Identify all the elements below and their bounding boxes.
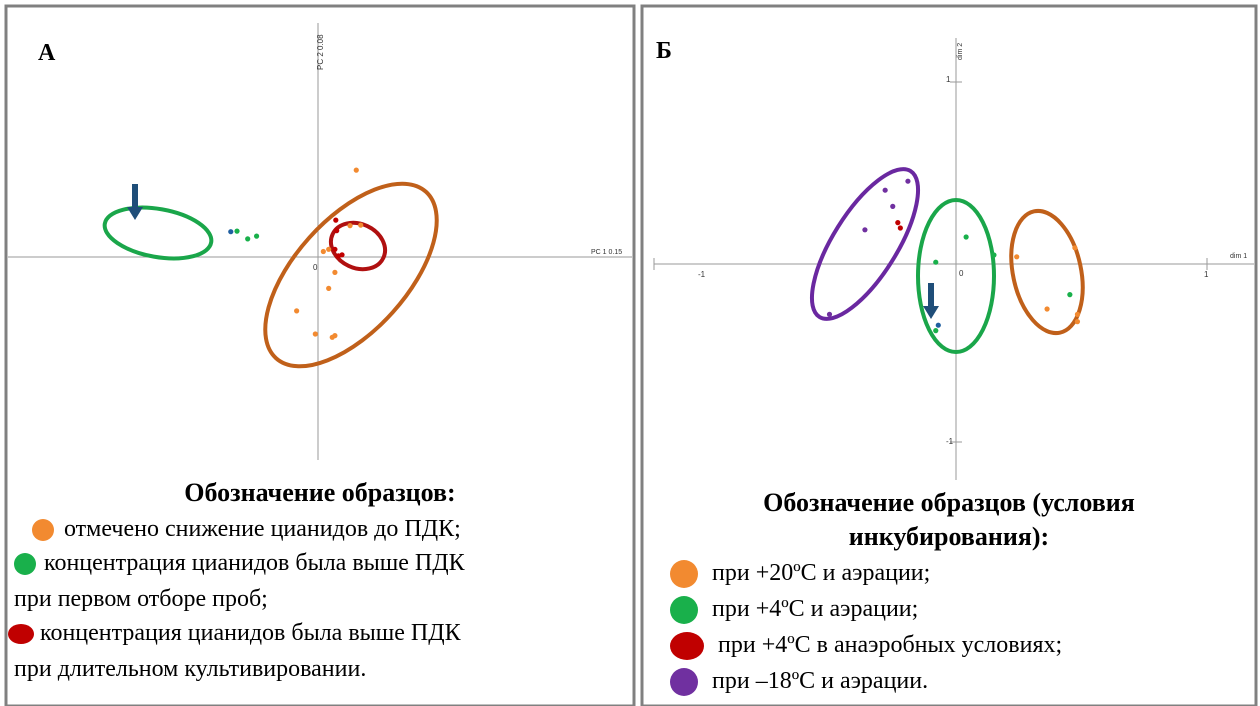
data-point-orange — [1014, 254, 1020, 260]
panel-b-border — [640, 4, 1258, 706]
data-point-orange — [1072, 245, 1078, 251]
axis-label-pc2: PC 2 0.08 — [316, 34, 325, 70]
panel-a-border — [4, 4, 636, 706]
arrow-marker-b — [923, 283, 939, 319]
legend-item-a-red: концентрация цианидов была выше ПДК — [8, 620, 461, 647]
red-dot-icon — [8, 624, 34, 645]
data-point-purple — [905, 178, 911, 184]
panel-title-a: А — [38, 40, 56, 66]
legend-item-b-green: при +4ºС и аэрации; — [670, 596, 918, 625]
data-point-green — [933, 259, 939, 265]
legend-item-b-red: при +4ºС в анаэробных условиях; — [670, 632, 1062, 661]
orange-dot-icon — [32, 519, 54, 542]
data-point-green — [963, 234, 969, 240]
legend-item-b-purple: при –18ºС и аэрации. — [670, 668, 928, 697]
cluster-ellipse-red-a — [328, 220, 388, 272]
data-point-orange — [1074, 311, 1081, 317]
pca-plot-b: -1 1 1 -1 0 dim 2 dim 1 Б — [653, 38, 1254, 480]
legend-item-a-green-cont: при первом отборе проб; — [14, 586, 268, 612]
legend-item-a-orange: отмечено снижение цианидов до ПДК; — [32, 516, 461, 543]
data-point-red — [334, 228, 340, 234]
data-point-orange — [326, 246, 332, 252]
data-point-red — [339, 252, 345, 258]
pca-plot-a: PC 2 0.08 PC 1 0.15 0 А — [8, 23, 632, 460]
data-point-red — [897, 225, 903, 231]
orange-dot-icon — [670, 560, 698, 589]
data-point-purple — [826, 311, 833, 317]
axis-label-pc1: PC 1 0.15 — [591, 249, 622, 256]
data-point-blue — [935, 322, 941, 328]
origin-label-b: 0 — [959, 269, 964, 278]
data-point-orange — [347, 223, 353, 229]
data-point-green — [991, 252, 997, 258]
axis-label-dim2: dim 2 — [957, 43, 964, 60]
data-point-orange — [320, 248, 326, 255]
data-point-purple — [882, 187, 888, 193]
data-point-green — [245, 236, 251, 242]
cluster-ellipse-orange-b — [1009, 208, 1085, 336]
data-point-orange — [329, 334, 335, 340]
tick-y-pos1: 1 — [946, 75, 951, 84]
data-point-orange — [358, 222, 364, 228]
data-point-orange — [1044, 306, 1050, 312]
tick-x-neg1: -1 — [698, 270, 706, 279]
data-point-green — [933, 328, 939, 334]
green-dot-icon — [14, 553, 36, 576]
legend-item-a-green: концентрация цианидов была выше ПДК — [14, 550, 465, 577]
legend-heading-b-line2: инкубирования): — [848, 522, 1050, 551]
data-point-green — [1067, 292, 1073, 298]
points-b — [826, 178, 1081, 334]
cluster-ellipse-orange-a — [263, 181, 439, 369]
data-point-red — [332, 246, 338, 252]
data-point-purple — [890, 203, 896, 209]
cluster-ellipse-green-b — [916, 198, 996, 354]
data-point-orange — [353, 167, 359, 173]
data-point-orange — [332, 269, 338, 275]
arrow-marker-a — [127, 184, 143, 220]
red-dot-icon — [670, 632, 704, 661]
cluster-ellipse-purple-b — [809, 167, 921, 321]
tick-x-pos1: 1 — [1204, 270, 1209, 279]
cluster-ellipse-green-a — [102, 205, 214, 261]
panel-title-b: Б — [656, 38, 672, 64]
green-dot-icon — [670, 596, 698, 625]
tick-y-neg1: -1 — [946, 437, 954, 446]
data-point-red — [333, 217, 339, 223]
legend-item-a-red-cont: при длительном культивировании. — [14, 656, 367, 682]
data-point-blue — [228, 229, 234, 235]
axis-label-dim1: dim 1 — [1230, 253, 1247, 260]
legend-item-b-orange: при +20ºС и аэрации; — [670, 560, 930, 589]
data-point-orange — [312, 331, 318, 337]
data-point-green — [253, 233, 260, 239]
legend-heading-a: Обозначение образцов: — [184, 478, 456, 507]
data-point-orange — [1074, 319, 1081, 325]
data-point-red — [895, 220, 901, 226]
origin-label-a: 0 — [313, 263, 318, 272]
data-point-orange — [294, 308, 300, 314]
purple-dot-icon — [670, 668, 698, 697]
data-point-purple — [862, 227, 868, 233]
points-a — [228, 167, 364, 340]
legend-heading-b-line1: Обозначение образцов (условия — [763, 488, 1135, 517]
data-point-green — [234, 228, 240, 234]
data-point-orange — [326, 285, 332, 291]
